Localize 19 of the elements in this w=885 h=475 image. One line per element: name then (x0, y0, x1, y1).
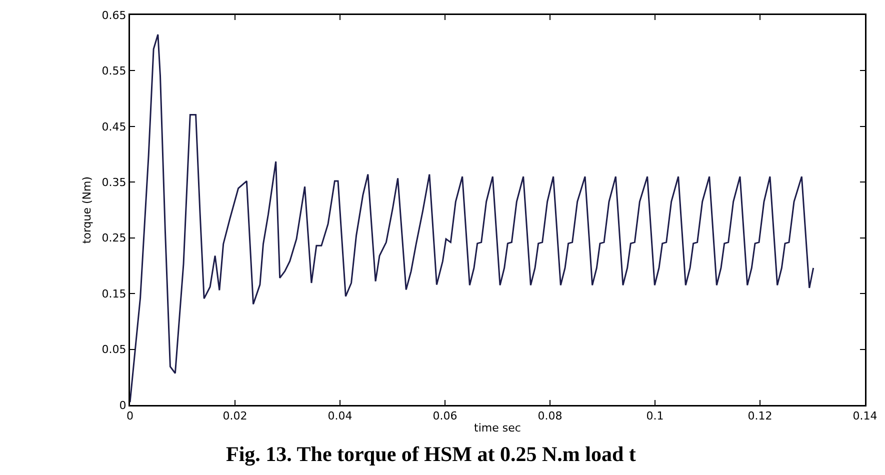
y-tick-label: 0.55 (102, 64, 126, 78)
x-tick-label: 0.06 (432, 410, 458, 423)
x-tick-label: 0.08 (538, 410, 562, 423)
y-tick-label: 0 (119, 398, 126, 412)
y-tick-label: 0.35 (102, 176, 126, 189)
caption: Fig. 13. The torque of HSM at 0.25 N.m load t (226, 442, 636, 466)
y-tick-label: 0.45 (102, 120, 126, 134)
x-axis-title: time sec (474, 422, 521, 435)
x-tick-label: 0.14 (852, 410, 878, 423)
y-tick-label: 0.25 (102, 232, 126, 245)
x-tick-label: 0.12 (748, 410, 772, 423)
y-axis-title: torque (Nm) (80, 176, 94, 244)
y-tick-label: 0.05 (102, 343, 126, 356)
x-tick-label: 0.04 (328, 410, 352, 423)
y-tick-label: 0.65 (102, 8, 126, 22)
x-tick-label: 0.1 (646, 410, 664, 423)
y-tick-label: 0.15 (102, 287, 126, 300)
line-series (130, 34, 814, 403)
x-tick-label: 0.02 (222, 410, 248, 423)
